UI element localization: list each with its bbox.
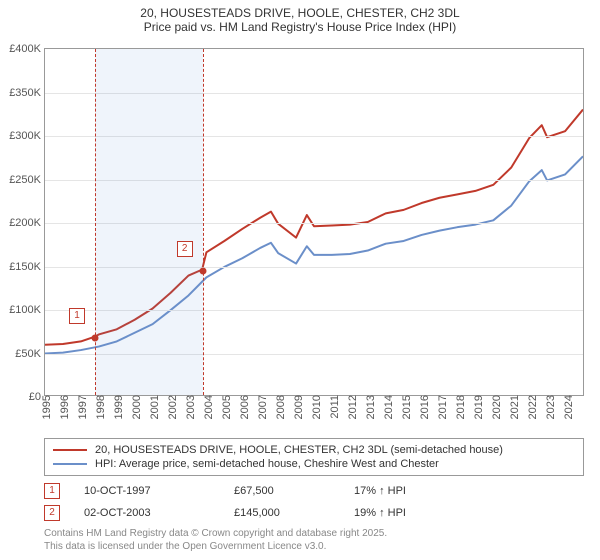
x-axis-label: 2024	[559, 395, 575, 419]
transaction-date: 02-OCT-2003	[84, 507, 234, 519]
transaction-row: 1 10-OCT-1997£67,50017% ↑ HPI	[44, 480, 584, 502]
y-axis-label: £350K	[9, 87, 45, 99]
chart-container: 20, HOUSESTEADS DRIVE, HOOLE, CHESTER, C…	[0, 0, 600, 560]
x-axis-label: 2009	[289, 395, 305, 419]
x-axis-label: 2003	[181, 395, 197, 419]
transaction-price: £145,000	[234, 507, 354, 519]
legend-swatch	[53, 463, 87, 465]
x-axis-label: 1995	[37, 395, 53, 419]
x-axis-label: 2020	[487, 395, 503, 419]
transaction-date: 10-OCT-1997	[84, 485, 234, 497]
transaction-marker-dot	[199, 267, 206, 274]
transaction-row: 2 02-OCT-2003£145,00019% ↑ HPI	[44, 502, 584, 524]
transaction-price: £67,500	[234, 485, 354, 497]
x-axis-label: 1998	[91, 395, 107, 419]
x-axis-label: 2001	[145, 395, 161, 419]
ownership-band	[95, 49, 203, 395]
y-axis-label: £250K	[9, 174, 45, 186]
x-axis-label: 2017	[433, 395, 449, 419]
legend-item: 20, HOUSESTEADS DRIVE, HOOLE, CHESTER, C…	[53, 443, 575, 457]
footnote: Contains HM Land Registry data © Crown c…	[44, 528, 584, 553]
transaction-table: 1 10-OCT-1997£67,50017% ↑ HPI 2 02-OCT-2003…	[44, 480, 584, 524]
legend-label: 20, HOUSESTEADS DRIVE, HOOLE, CHESTER, C…	[95, 444, 503, 456]
x-axis-label: 2022	[523, 395, 539, 419]
y-axis-label: £150K	[9, 261, 45, 273]
x-axis-label: 2011	[325, 395, 341, 419]
x-axis-label: 1996	[55, 395, 71, 419]
x-axis-label: 2012	[343, 395, 359, 419]
legend-swatch	[53, 449, 87, 451]
title-address: 20, HOUSESTEADS DRIVE, HOOLE, CHESTER, C…	[10, 6, 590, 20]
x-axis-label: 2010	[307, 395, 323, 419]
y-axis-label: £400K	[9, 43, 45, 55]
y-axis-label: £100K	[9, 304, 45, 316]
x-axis-label: 2023	[541, 395, 557, 419]
x-axis-label: 2002	[163, 395, 179, 419]
x-axis-label: 1999	[109, 395, 125, 419]
y-axis-label: £50K	[15, 348, 45, 360]
chart-plot-area: £0£50K£100K£150K£200K£250K£300K£350K£400…	[44, 48, 584, 396]
title-subtitle: Price paid vs. HM Land Registry's House …	[10, 20, 590, 34]
transaction-badge: 2	[44, 505, 60, 521]
legend-item: HPI: Average price, semi-detached house,…	[53, 457, 575, 471]
legend-label: HPI: Average price, semi-detached house,…	[95, 458, 439, 470]
transaction-marker-label: 2	[177, 241, 193, 257]
transaction-line	[95, 49, 96, 395]
x-axis-label: 2016	[415, 395, 431, 419]
title-block: 20, HOUSESTEADS DRIVE, HOOLE, CHESTER, C…	[0, 0, 600, 42]
x-axis-label: 2008	[271, 395, 287, 419]
transaction-marker-dot	[92, 335, 99, 342]
x-axis-label: 1997	[73, 395, 89, 419]
transaction-delta: 19% ↑ HPI	[354, 507, 406, 519]
x-axis-label: 2018	[451, 395, 467, 419]
y-axis-label: £300K	[9, 130, 45, 142]
x-axis-label: 2019	[469, 395, 485, 419]
x-axis-label: 2000	[127, 395, 143, 419]
x-axis-label: 2015	[397, 395, 413, 419]
x-axis-label: 2021	[505, 395, 521, 419]
footnote-line2: This data is licensed under the Open Gov…	[44, 541, 584, 554]
transaction-badge: 1	[44, 483, 60, 499]
x-axis-label: 2007	[253, 395, 269, 419]
x-axis-label: 2006	[235, 395, 251, 419]
y-axis-label: £200K	[9, 217, 45, 229]
x-axis-label: 2004	[199, 395, 215, 419]
transaction-line	[203, 49, 204, 395]
legend-box: 20, HOUSESTEADS DRIVE, HOOLE, CHESTER, C…	[44, 438, 584, 476]
transaction-delta: 17% ↑ HPI	[354, 485, 406, 497]
x-axis-label: 2014	[379, 395, 395, 419]
footnote-line1: Contains HM Land Registry data © Crown c…	[44, 528, 584, 541]
x-axis-label: 2013	[361, 395, 377, 419]
transaction-marker-label: 1	[69, 308, 85, 324]
x-axis-label: 2005	[217, 395, 233, 419]
